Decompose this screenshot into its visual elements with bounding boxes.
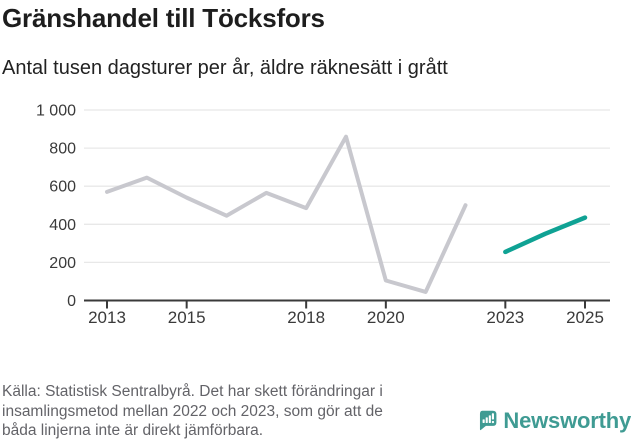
y-tick-label: 200 [49,255,76,272]
source-note-line: båda linjerna inte är direkt jämförbara. [2,422,264,439]
source-note-line: Källa: Statistisk Sentralbyrå. Det har s… [2,383,383,400]
y-tick-label: 1 000 [36,103,76,120]
y-tick-label: 800 [49,141,76,158]
x-tick-label: 2018 [287,308,325,327]
x-tick-label: 2020 [367,308,405,327]
chart-subtitle: Antal tusen dagsturer per år, äldre räkn… [2,57,448,79]
line-chart: 0 200 400 600 800 1 000 2013 2015 2018 2020 2023 20… [36,103,610,327]
x-tick-label: 2013 [88,308,126,327]
series-line-new-method [503,215,588,255]
source-note-line: insamlingsmetod mellan 2022 och 2023, so… [2,402,383,420]
x-tick-label: 2025 [566,308,604,327]
x-tick-label: 2023 [486,308,524,327]
x-tick-label: 2015 [168,308,206,327]
newsworthy-wordmark: Newsworthy [503,408,631,433]
source-note: Källa: Statistisk Sentralbyrå. Det har s… [2,382,472,439]
y-tick-label: 600 [49,179,76,196]
y-tick-label: 0 [67,293,76,310]
y-tick-label: 400 [49,217,76,234]
bar-chart-speech-bubble-icon [479,410,497,431]
newsworthy-logo: Newsworthy [477,403,631,439]
series-line-old-method [105,134,468,294]
chart-title: Gränshandel till Töcksfors [2,3,325,33]
